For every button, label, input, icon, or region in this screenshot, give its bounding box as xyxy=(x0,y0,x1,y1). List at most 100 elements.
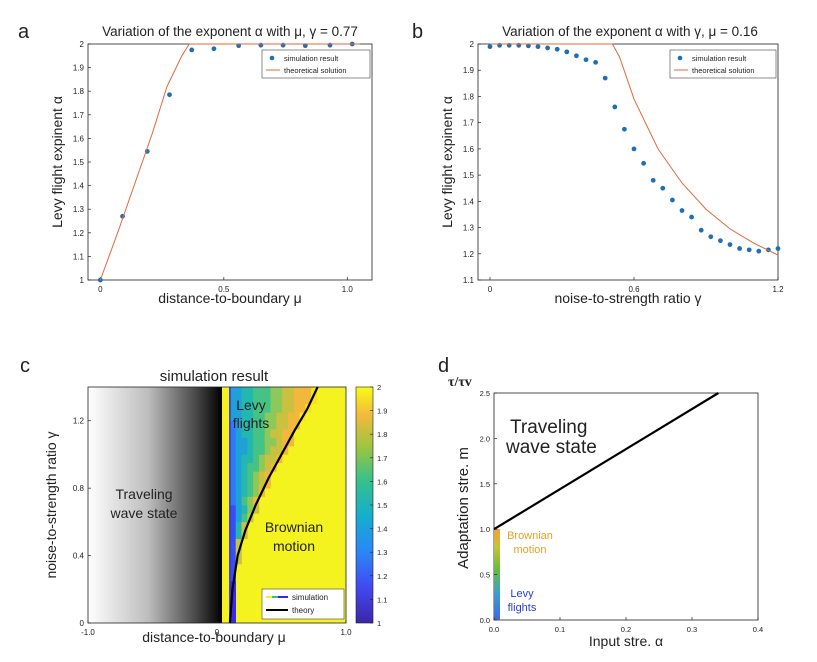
heatmap-cell xyxy=(241,505,248,514)
panel-c-legend: simulation theory xyxy=(261,588,345,620)
y-tick-label: 2.5 xyxy=(480,389,490,398)
data-point xyxy=(602,75,608,81)
heatmap-cell xyxy=(235,387,242,396)
heatmap-cell xyxy=(241,429,248,438)
data-point xyxy=(756,248,762,254)
y-tick-label: 1.8 xyxy=(463,92,475,101)
y-tick-label: 1.5 xyxy=(73,158,85,167)
heatmap-cell xyxy=(229,446,237,455)
heatmap-cell xyxy=(276,412,283,422)
heatmap-cell xyxy=(253,412,260,422)
heatmap-cell xyxy=(258,479,266,489)
data-point xyxy=(593,59,598,65)
heatmap-cell xyxy=(299,387,306,396)
heatmap-cell xyxy=(247,454,254,464)
y-tick-label: 1.7 xyxy=(73,111,85,120)
heatmap-cell xyxy=(287,403,295,413)
heatmap-cell xyxy=(287,420,295,430)
heatmap-cell xyxy=(235,454,242,464)
heatmap-cell xyxy=(247,395,254,405)
heatmap-cell xyxy=(264,387,271,396)
heatmap-cell xyxy=(229,521,237,531)
heatmap-cell xyxy=(264,395,271,405)
y-tick-label: 1.6 xyxy=(463,145,475,154)
heatmap-cell xyxy=(287,395,295,405)
heatmap-cell xyxy=(229,437,237,447)
heatmap-cell xyxy=(253,454,260,464)
heatmap-cell xyxy=(229,572,237,582)
data-point xyxy=(631,146,637,152)
heatmap-cell xyxy=(282,437,289,447)
data-point xyxy=(189,47,195,53)
data-point xyxy=(622,126,627,132)
x-tick-label: 0.6 xyxy=(628,285,640,294)
heatmap-cell xyxy=(247,420,254,430)
colorbar-tick-label: 1.3 xyxy=(377,548,387,557)
heatmap-cell xyxy=(282,446,289,455)
heatmap-cell xyxy=(253,429,260,438)
heatmap-cell xyxy=(235,395,242,405)
heatmap-cell xyxy=(276,420,283,430)
heatmap-cell xyxy=(258,437,266,447)
heatmap-cell xyxy=(247,488,254,497)
heatmap-cell xyxy=(258,420,266,430)
panel-label-a: a xyxy=(18,21,30,43)
x-tick-label: 0 xyxy=(215,628,220,637)
data-point xyxy=(746,247,752,253)
y-tick-label: 0.8 xyxy=(73,484,85,493)
y-tick-label: 1.7 xyxy=(463,119,475,128)
data-point xyxy=(737,246,742,251)
panel-d-title: τ/τv xyxy=(448,375,472,390)
heatmap-cell xyxy=(241,454,248,464)
panel-d-chart: τ/τv 0.0 0.1 0.2 0.3 0.4 0.0 0.5 1.0 1.5 2.0 2.5 T… xyxy=(448,375,763,649)
heatmap-cell xyxy=(270,429,277,438)
heatmap-cell xyxy=(247,462,254,472)
heatmap-cell xyxy=(235,420,242,430)
region-label-brownian-1: Brownian xyxy=(507,530,553,542)
heatmap-cell xyxy=(282,429,289,438)
heatmap-cell xyxy=(241,437,248,447)
heatmap-cell xyxy=(229,454,237,464)
y-tick-label: 2 xyxy=(470,40,475,49)
heatmap-cell xyxy=(229,395,237,405)
heatmap-cell xyxy=(299,403,306,413)
heatmap-cell xyxy=(270,403,277,413)
heatmap-cell xyxy=(241,446,248,455)
heatmap-cell xyxy=(264,479,271,489)
heatmap-cell xyxy=(311,395,318,405)
heatmap-cell xyxy=(235,555,242,565)
panel-c-ylabel: noise-to-strength ratio γ xyxy=(43,431,59,578)
x-tick-label: 0 xyxy=(488,285,493,294)
heatmap-cell xyxy=(241,521,248,531)
data-point xyxy=(167,92,172,98)
heatmap-cell xyxy=(229,555,237,565)
data-point xyxy=(718,238,723,244)
data-point xyxy=(612,104,618,110)
y-tick-label: 1 xyxy=(80,276,85,285)
y-tick-label: 0.4 xyxy=(73,552,85,561)
data-point xyxy=(708,234,714,240)
y-tick-label: 1.2 xyxy=(463,250,475,259)
data-point xyxy=(660,185,666,191)
colorbar-tick-label: 1.8 xyxy=(377,430,387,439)
theory-boundary-line xyxy=(228,386,319,624)
panel-b-legend: simulation result theoretical solution xyxy=(669,49,777,79)
x-tick-label: 0.0 xyxy=(489,625,499,634)
heatmap-cell xyxy=(287,429,295,438)
heatmap-cell xyxy=(235,446,242,455)
data-point xyxy=(564,49,570,55)
colorbar-tick-label: 1.5 xyxy=(377,501,387,510)
heatmap-cell xyxy=(270,446,277,455)
heatmap-cell xyxy=(264,412,271,422)
heatmap-cell xyxy=(264,471,271,481)
y-tick-label: 1.1 xyxy=(463,276,475,285)
heatmap-cell xyxy=(258,412,266,422)
colorbar-tick-label: 1.2 xyxy=(377,572,387,581)
data-point xyxy=(698,227,704,233)
heatmap-cell xyxy=(270,454,277,464)
heatmap-cell xyxy=(258,387,266,396)
legend-label-theory: theoretical solution xyxy=(692,66,755,75)
panel-a-xlabel: distance-to-boundary μ xyxy=(158,290,301,306)
data-point xyxy=(641,160,646,166)
heatmap-cell xyxy=(235,429,242,438)
